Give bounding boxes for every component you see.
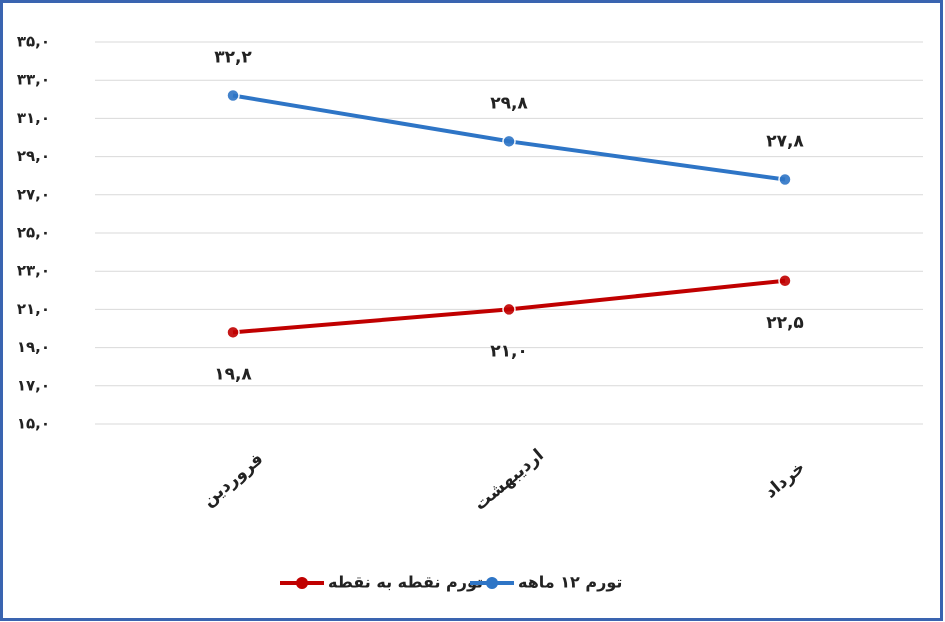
data-label: ۲۱,۰: [490, 341, 528, 361]
data-label: ۱۹,۸: [214, 364, 252, 384]
point: [778, 172, 792, 187]
point: [502, 134, 516, 149]
data-label: ۳۲,۲: [214, 47, 252, 67]
legend-label: تورم ۱۲ ماهه: [518, 573, 622, 592]
y-tick-label: ۲۳,۰: [17, 262, 50, 280]
y-tick-label: ۲۱,۰: [17, 300, 50, 318]
legend-label: تورم نقطه به نقطه: [328, 573, 483, 592]
data-label: ۲۹,۸: [490, 93, 528, 113]
y-tick-label: ۲۵,۰: [17, 224, 50, 242]
data-label: ۲۷,۸: [766, 132, 804, 152]
y-tick-label: ۳۱,۰: [17, 109, 50, 127]
y-tick-label: ۱۷,۰: [17, 376, 50, 394]
point: [502, 302, 516, 317]
y-tick-label: ۲۹,۰: [17, 147, 50, 165]
data-label: ۲۲,۵: [766, 313, 804, 333]
y-tick-label: ۱۹,۰: [17, 338, 50, 356]
y-tick-label: ۳۳,۰: [17, 71, 50, 89]
point: [226, 325, 240, 340]
y-tick-label: ۲۷,۰: [17, 185, 50, 203]
legend-marker: [296, 577, 308, 589]
point: [226, 88, 240, 103]
point: [778, 274, 792, 288]
y-tick-label: ۱۵,۰: [17, 415, 50, 433]
legend-marker: [486, 577, 498, 589]
y-tick-label: ۳۵,۰: [17, 33, 50, 51]
